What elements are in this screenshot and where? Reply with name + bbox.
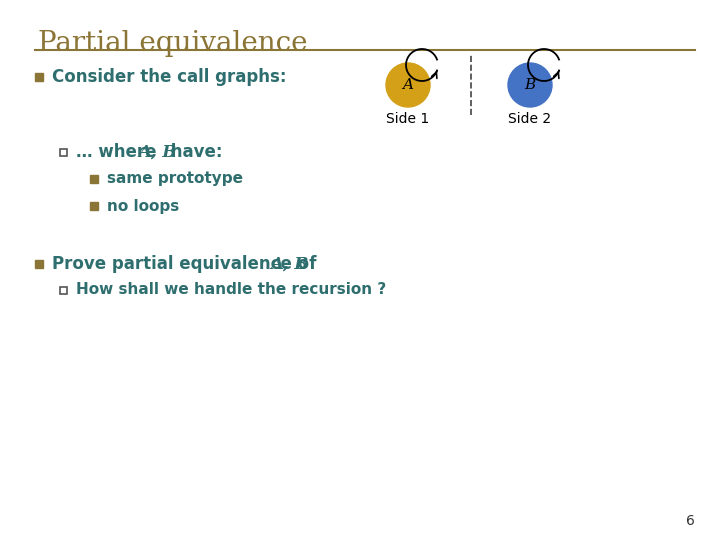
Text: Prove partial equivalence of: Prove partial equivalence of: [52, 255, 322, 273]
Text: have:: have:: [165, 143, 222, 161]
Text: Partial equivalence: Partial equivalence: [38, 30, 307, 57]
Text: A: A: [402, 78, 413, 92]
Bar: [90, 175, 98, 183]
Circle shape: [508, 63, 552, 107]
Text: Side 1: Side 1: [387, 112, 430, 126]
Text: no loops: no loops: [107, 199, 179, 213]
Bar: [90, 202, 98, 210]
Text: Side 2: Side 2: [508, 112, 552, 126]
Text: How shall we handle the recursion ?: How shall we handle the recursion ?: [76, 282, 386, 298]
Text: A, B: A, B: [270, 255, 308, 273]
Text: 6: 6: [686, 514, 695, 528]
Bar: [60, 149, 67, 156]
Circle shape: [386, 63, 430, 107]
Text: A, B: A, B: [138, 144, 176, 160]
Text: Consider the call graphs:: Consider the call graphs:: [52, 68, 287, 86]
Text: … where: … where: [76, 143, 162, 161]
Bar: [35, 73, 43, 81]
Text: B: B: [524, 78, 536, 92]
Bar: [60, 287, 67, 294]
Text: same prototype: same prototype: [107, 172, 243, 186]
Bar: [35, 260, 43, 268]
